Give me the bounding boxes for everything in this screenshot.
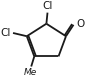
Text: Cl: Cl [1,28,11,38]
Text: O: O [76,19,84,29]
Text: Me: Me [24,68,37,77]
Text: Cl: Cl [42,1,53,11]
